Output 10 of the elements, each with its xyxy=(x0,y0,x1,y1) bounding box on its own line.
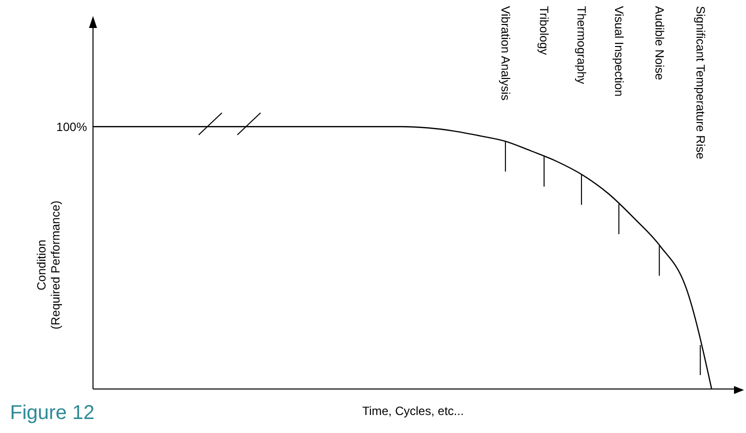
caption: Figure 12 xyxy=(10,402,94,425)
text: 100% xyxy=(56,118,87,135)
annotation: Significant Temperature Rise xyxy=(692,6,708,160)
y-axis-title: Condition (Required Performance) xyxy=(34,200,62,330)
text: Tribology xyxy=(536,6,552,55)
text: Vibration Analysis xyxy=(497,6,514,100)
text: Thermography xyxy=(573,6,590,84)
text: Visual Inspection xyxy=(610,6,627,97)
x-axis-title: Time, Cycles, etc... xyxy=(362,404,464,418)
text: Audible Noise xyxy=(651,6,668,80)
